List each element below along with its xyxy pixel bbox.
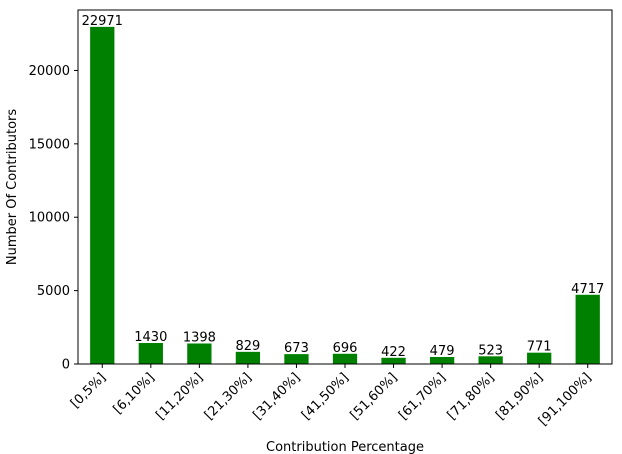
y-tick-label-3: 15000: [29, 137, 70, 152]
y-axis: 0 5000 10000 15000 20000: [29, 64, 78, 373]
bar-5: [332, 353, 358, 364]
data-label-0: 22971: [82, 14, 123, 29]
x-axis-label: Contribution Percentage: [266, 440, 424, 454]
bar-9: [527, 352, 552, 364]
data-label-7: 479: [430, 344, 455, 359]
y-axis-label: Number Of Contributors: [5, 109, 20, 266]
bar-8: [478, 356, 503, 364]
data-label-8: 523: [478, 343, 503, 358]
y-tick-label-1: 5000: [37, 284, 70, 299]
data-label-6: 422: [381, 345, 406, 360]
bar-3: [235, 351, 261, 364]
data-label-1: 1430: [134, 330, 167, 345]
data-label-5: 696: [333, 341, 358, 356]
bar-7: [429, 356, 455, 364]
y-tick-label-4: 20000: [29, 64, 70, 79]
bar-0: [90, 26, 115, 364]
data-label-3: 829: [235, 339, 260, 354]
bars-group: [90, 26, 600, 364]
data-label-2: 1398: [183, 330, 216, 345]
bar-1: [138, 343, 163, 364]
data-labels-group: 22971 1430 1398 829 673 696 422 479 523 771 4717: [82, 14, 605, 360]
bar-10: [575, 294, 600, 364]
data-label-10: 4717: [571, 282, 604, 297]
bar-6: [381, 357, 406, 364]
bar-4: [284, 354, 309, 364]
data-label-4: 673: [284, 341, 309, 356]
y-tick-label-2: 10000: [29, 211, 70, 226]
y-tick-label-0: 0: [62, 358, 70, 373]
bar-2: [187, 343, 212, 364]
data-label-9: 771: [527, 340, 552, 355]
